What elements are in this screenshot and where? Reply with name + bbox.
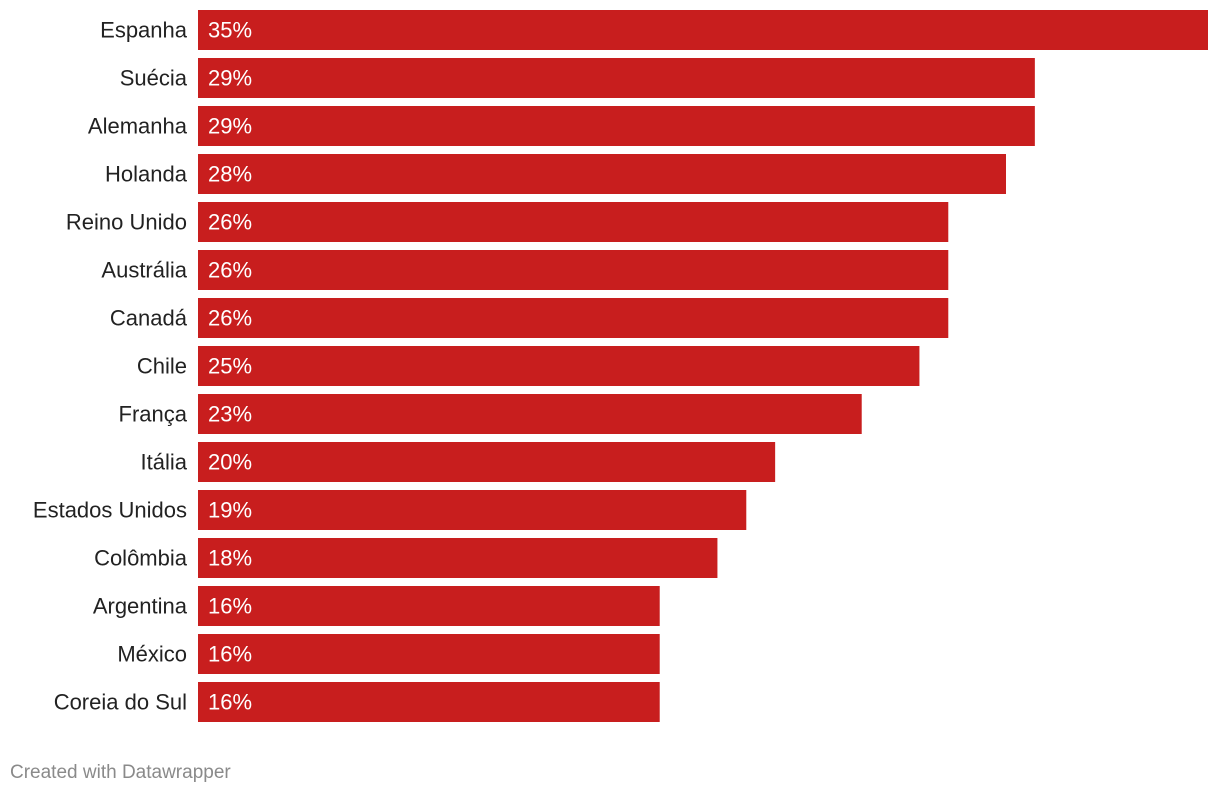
value-label-alemanha: 29% — [208, 114, 252, 139]
bar-reino-unido[interactable] — [198, 202, 949, 242]
value-label-australia: 26% — [208, 258, 252, 283]
bar-colombia[interactable] — [198, 538, 718, 578]
value-label-mexico: 16% — [208, 642, 252, 667]
datawrapper-credit[interactable]: Created with Datawrapper — [10, 762, 231, 783]
value-label-holanda: 28% — [208, 162, 252, 187]
bar-chart: Espanha 35% Suécia 29% Alemanha 29% Holanda 28%… — [33, 10, 1208, 722]
bar-espanha[interactable] — [198, 10, 1208, 50]
category-label-alemanha: Alemanha — [88, 114, 188, 139]
bar-suecia[interactable] — [198, 58, 1035, 98]
bar-argentina[interactable] — [198, 586, 660, 626]
category-label-franca: França — [119, 402, 188, 427]
category-label-mexico: México — [117, 642, 187, 667]
bar-australia[interactable] — [198, 250, 949, 290]
value-label-franca: 23% — [208, 402, 252, 427]
category-label-australia: Austrália — [101, 258, 187, 283]
value-label-argentina: 16% — [208, 594, 252, 619]
bar-alemanha[interactable] — [198, 106, 1035, 146]
category-label-suecia: Suécia — [120, 66, 188, 91]
category-label-canada: Canadá — [110, 306, 188, 331]
bar-mexico[interactable] — [198, 634, 660, 674]
bar-franca[interactable] — [198, 394, 862, 434]
category-label-colombia: Colômbia — [94, 546, 188, 571]
category-label-estados-unidos: Estados Unidos — [33, 498, 187, 523]
category-label-chile: Chile — [137, 354, 187, 379]
bar-italia[interactable] — [198, 442, 776, 482]
bar-chile[interactable] — [198, 346, 920, 386]
value-label-italia: 20% — [208, 450, 252, 475]
category-label-reino-unido: Reino Unido — [66, 210, 187, 235]
category-label-argentina: Argentina — [93, 594, 188, 619]
value-label-coreia-do-sul: 16% — [208, 690, 252, 715]
bar-canada[interactable] — [198, 298, 949, 338]
value-label-espanha: 35% — [208, 18, 252, 43]
bar-coreia-do-sul[interactable] — [198, 682, 660, 722]
category-label-espanha: Espanha — [100, 18, 188, 43]
value-label-chile: 25% — [208, 354, 252, 379]
value-label-colombia: 18% — [208, 546, 252, 571]
category-label-italia: Itália — [141, 450, 188, 475]
category-label-holanda: Holanda — [105, 162, 188, 187]
value-label-estados-unidos: 19% — [208, 498, 252, 523]
bar-holanda[interactable] — [198, 154, 1006, 194]
value-label-reino-unido: 26% — [208, 210, 252, 235]
value-label-suecia: 29% — [208, 66, 252, 91]
category-label-coreia-do-sul: Coreia do Sul — [54, 690, 187, 715]
bar-estados-unidos[interactable] — [198, 490, 747, 530]
value-label-canada: 26% — [208, 306, 252, 331]
